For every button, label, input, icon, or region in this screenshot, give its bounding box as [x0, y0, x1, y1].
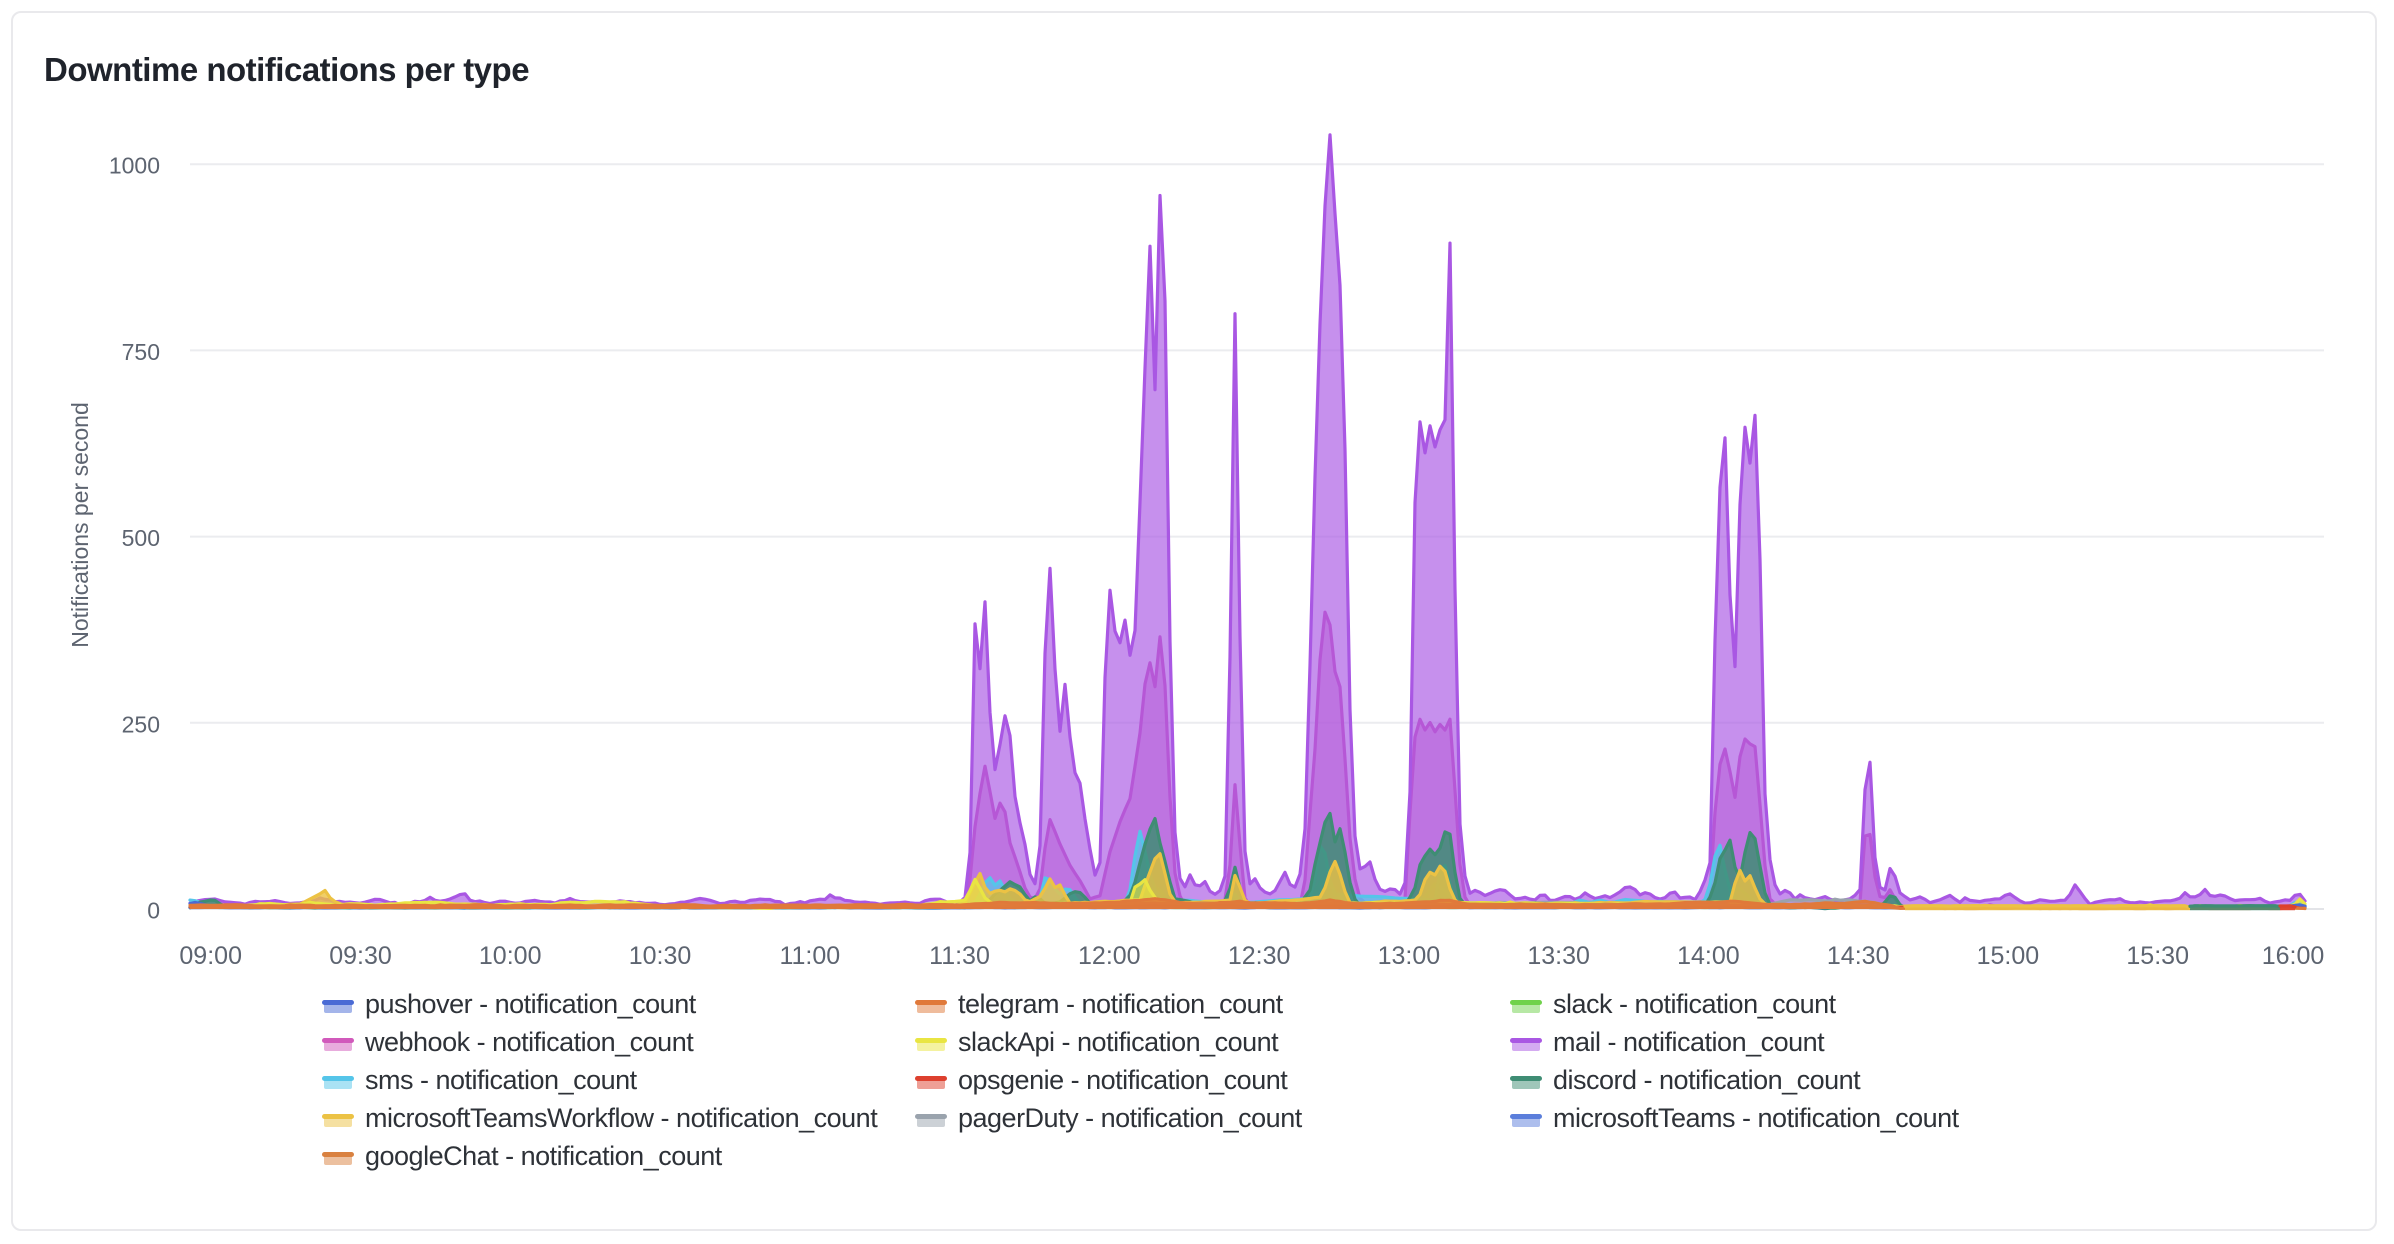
- svg-text:10:00: 10:00: [479, 942, 542, 970]
- svg-text:12:30: 12:30: [1228, 942, 1291, 970]
- svg-text:250: 250: [122, 711, 160, 737]
- svg-text:09:30: 09:30: [329, 942, 392, 970]
- svg-text:12:00: 12:00: [1078, 942, 1141, 970]
- svg-text:1000: 1000: [109, 153, 160, 179]
- svg-text:500: 500: [122, 525, 160, 551]
- svg-text:15:00: 15:00: [1977, 942, 2040, 970]
- svg-text:16:00: 16:00: [2262, 942, 2325, 970]
- svg-text:13:00: 13:00: [1378, 942, 1441, 970]
- svg-text:15:30: 15:30: [2126, 942, 2189, 970]
- svg-text:09:00: 09:00: [179, 942, 242, 970]
- svg-text:13:30: 13:30: [1527, 942, 1590, 970]
- svg-text:750: 750: [122, 339, 160, 365]
- svg-text:0: 0: [147, 898, 160, 924]
- svg-text:10:30: 10:30: [629, 942, 692, 970]
- svg-text:14:30: 14:30: [1827, 942, 1890, 970]
- svg-text:11:00: 11:00: [779, 942, 840, 970]
- svg-text:14:00: 14:00: [1677, 942, 1740, 970]
- svg-text:Notifications per second: Notifications per second: [67, 402, 93, 647]
- svg-text:11:30: 11:30: [929, 942, 990, 970]
